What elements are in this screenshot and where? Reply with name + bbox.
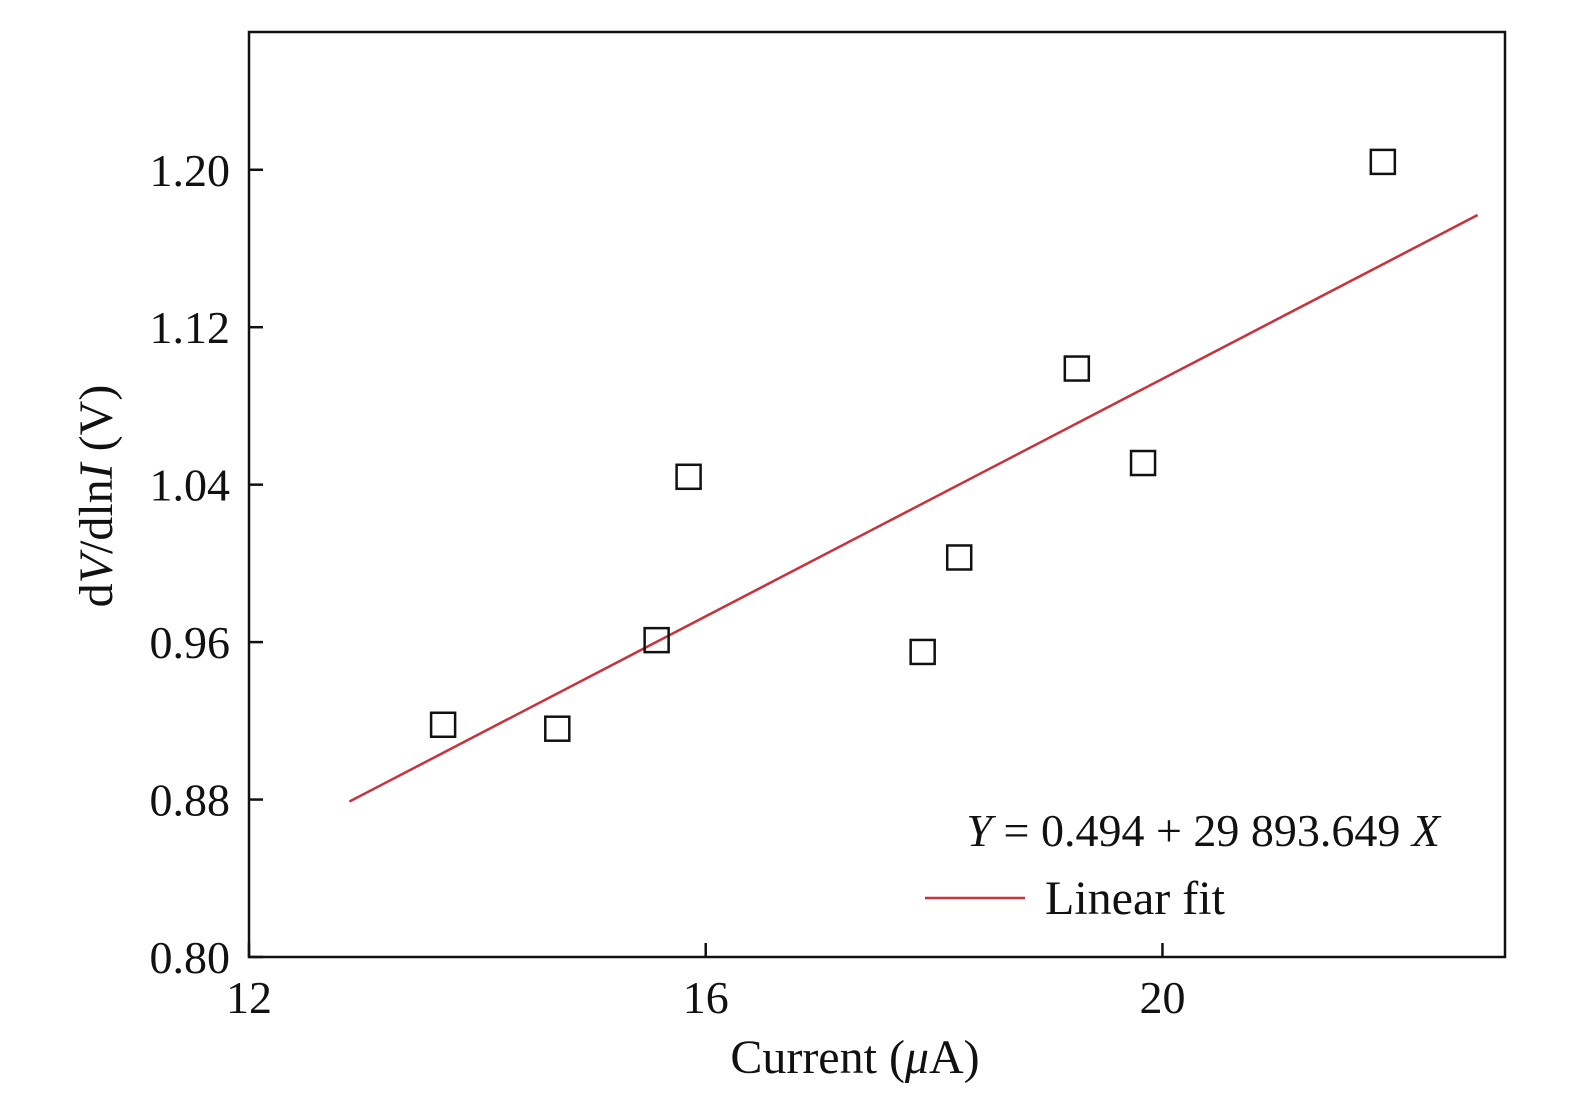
y-tick-label: 1.04 <box>150 460 231 511</box>
y-tick-label: 1.20 <box>150 145 231 196</box>
fit-equation: Y = 0.494 + 29 893.649 X <box>966 805 1441 856</box>
scatter-markers <box>429 148 1397 742</box>
fit-line-layer <box>348 213 1479 803</box>
data-point-marker <box>1369 148 1397 176</box>
x-tick-label: 16 <box>683 972 729 1023</box>
data-point-marker <box>1063 355 1091 382</box>
y-tick-label: 1.12 <box>150 302 231 353</box>
data-point-marker <box>429 711 457 739</box>
data-point-marker <box>945 544 973 571</box>
legend-label: Linear fit <box>1045 872 1226 925</box>
y-tick-label: 0.88 <box>150 775 231 826</box>
data-point-marker <box>675 463 702 491</box>
data-point-marker <box>643 626 670 654</box>
y-tick-label: 0.80 <box>150 932 231 983</box>
plot-frame <box>247 30 1507 959</box>
legend: Linear fit <box>925 872 1226 925</box>
y-axis-ticks: 0.80 0.88 0.96 1.04 1.12 1.20 <box>150 145 263 983</box>
x-axis-title: Current (μA) <box>730 1031 979 1084</box>
data-point-marker <box>544 715 571 742</box>
data-point-marker <box>909 638 936 666</box>
data-point-marker <box>1129 449 1157 477</box>
x-axis-ticks: 12 16 20 <box>226 943 1185 1023</box>
linear-fit-line <box>348 213 1479 803</box>
x-tick-label: 20 <box>1139 972 1185 1023</box>
y-tick-label: 0.96 <box>150 617 231 668</box>
y-axis-title: dV/dlnI (V) <box>70 385 123 608</box>
x-tick-label: 12 <box>226 972 272 1023</box>
